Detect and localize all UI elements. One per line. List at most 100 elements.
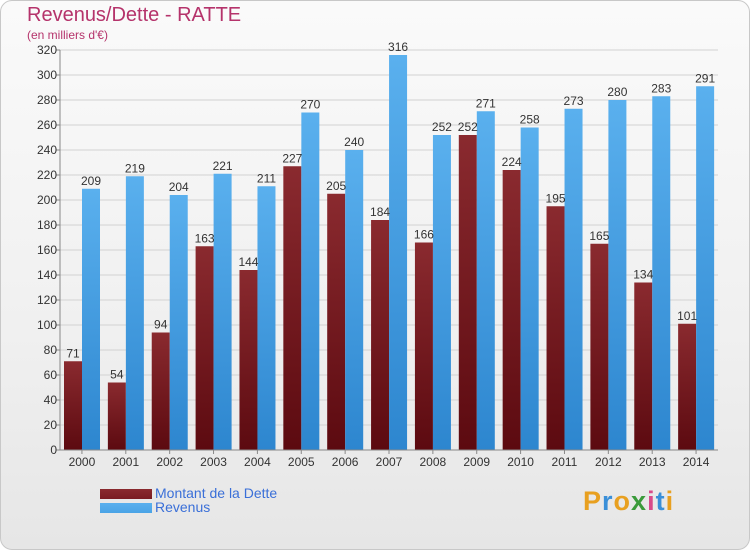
bar-debt [195,246,214,450]
x-tick-label: 2006 [332,455,359,469]
y-tick-label: 20 [44,418,58,432]
y-tick-label: 40 [44,393,58,407]
bar-revenue [301,112,320,450]
data-label-debt: 71 [66,346,80,360]
data-label-revenue: 316 [388,40,408,54]
bar-revenue [213,173,232,450]
logo-letter: x [631,486,648,516]
bar-revenue [257,186,276,450]
bar-debt [151,332,170,450]
data-labels: 71 209 54 219 94 204 163 221 144 211 227 270 205 240 1… [66,40,715,382]
data-label-debt: 101 [677,309,697,323]
legend-label-debt: Montant de la Dette [155,485,278,501]
data-label-revenue: 291 [695,71,715,85]
bar-revenue [125,176,144,450]
x-tick-label: 2005 [288,455,315,469]
bar-revenue [82,188,100,450]
legend-swatch-debt [100,489,152,499]
bar-debt [239,270,258,450]
bar-debt [283,166,302,450]
bar-revenue [696,86,715,450]
y-tick-label: 160 [37,243,57,257]
x-tick-label: 2014 [683,455,710,469]
x-tick-label: 2008 [420,455,447,469]
y-tick-label: 320 [37,43,57,57]
x-tick-label: 2002 [156,455,183,469]
bar-revenue [652,96,671,450]
data-label-revenue: 258 [520,113,540,127]
x-tick-label: 2011 [552,455,578,469]
bar-debt [678,323,697,450]
y-tick-label: 140 [37,268,57,282]
data-label-revenue: 240 [344,135,364,149]
chart-subtitle: (en milliers d'€) [27,28,108,42]
bar-debt [327,193,346,450]
data-label-debt: 195 [546,191,566,205]
x-tick-label: 2001 [112,455,139,469]
y-tick-label: 60 [44,368,58,382]
y-tick-label: 180 [37,218,57,232]
x-tick-label: 2010 [507,455,534,469]
data-label-debt: 166 [414,228,434,242]
proxiti-logo: Proxiti [583,486,674,517]
data-label-revenue: 209 [81,174,101,188]
bar-revenue [345,150,364,450]
logo-letter: i [647,486,656,516]
x-tick-label: 2003 [200,455,227,469]
y-tick-label: 280 [37,93,57,107]
y-tick-label: 120 [37,293,57,307]
data-label-revenue: 273 [564,94,584,108]
data-label-debt: 54 [110,368,124,382]
data-label-revenue: 252 [432,120,452,134]
bar-revenue [564,108,583,450]
data-label-revenue: 219 [125,161,145,175]
legend-label-revenue: Revenus [155,499,211,515]
logo-letter: P [583,486,603,516]
bar-debt [590,243,609,450]
y-tick-label: 300 [37,68,57,82]
logo-letter: r [602,486,614,516]
bar-revenue [608,100,627,450]
bar-debt [371,220,390,450]
bar-debt [502,170,521,450]
bar-debt [64,361,82,450]
y-tick-label: 0 [50,443,57,457]
data-label-revenue: 280 [607,85,627,99]
y-tick-label: 80 [44,343,58,357]
data-label-revenue: 204 [169,180,189,194]
axes: 0 20 40 60 80 100 120 140 160 180 200 220 240 260 280 3… [37,43,718,469]
x-tick-label: 2004 [244,455,271,469]
bar-debt [458,135,477,450]
data-label-debt: 184 [370,205,390,219]
x-tick-label: 2013 [639,455,666,469]
data-label-debt: 252 [458,120,478,134]
logo-letter: o [613,486,632,516]
y-tick-label: 100 [37,318,57,332]
logo-letter: i [665,486,675,516]
bar-revenue [169,195,188,450]
y-tick-label: 260 [37,118,57,132]
data-label-revenue: 271 [476,96,496,110]
bar-revenue [476,111,495,450]
bar-revenue [432,135,451,450]
data-label-debt: 134 [633,268,653,282]
bar-revenue [520,127,539,450]
data-label-debt: 163 [195,231,215,245]
x-tick-label: 2007 [376,455,403,469]
data-label-debt: 224 [502,155,522,169]
bar-revenue [389,55,408,450]
legend-swatch-revenue [100,503,152,513]
bars [64,55,715,450]
bar-debt [107,382,126,450]
x-tick-label: 2012 [595,455,622,469]
data-label-debt: 165 [589,229,609,243]
data-label-revenue: 270 [300,98,320,112]
x-tick-label: 2009 [463,455,490,469]
data-label-debt: 227 [282,151,302,165]
data-label-debt: 144 [238,255,258,269]
bar-debt [414,242,433,450]
data-label-revenue: 221 [213,159,233,173]
bar-debt [634,282,653,450]
data-label-debt: 205 [326,179,346,193]
